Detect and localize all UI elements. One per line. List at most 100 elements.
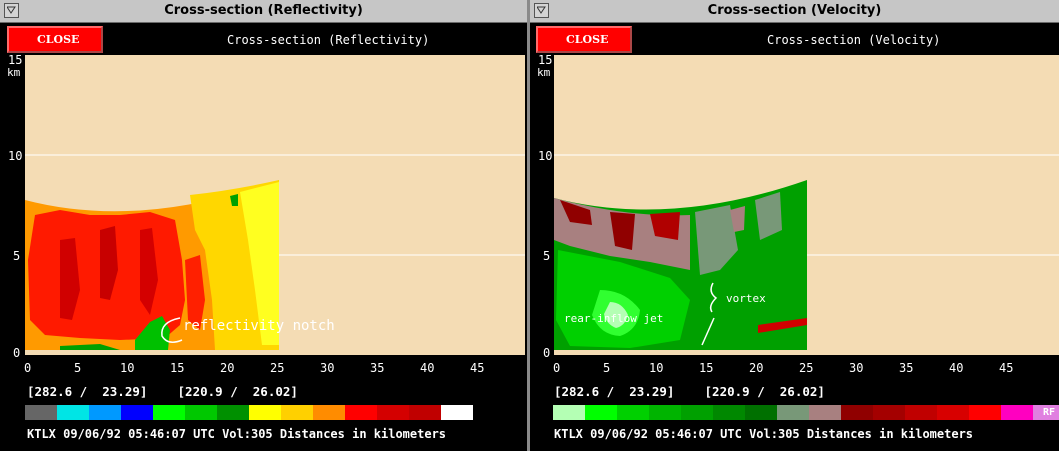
y-unit-label: km xyxy=(537,66,551,79)
color-scale-swatch xyxy=(281,405,313,420)
y-tick-0: 0 xyxy=(543,346,550,360)
window-divider xyxy=(527,0,530,451)
color-scale-swatch xyxy=(585,405,617,420)
y-tick-5: 5 xyxy=(13,249,20,263)
x-tick: 20 xyxy=(749,361,763,375)
x-tick: 10 xyxy=(649,361,663,375)
x-axis: 0 5 10 15 20 25 30 35 40 45 xyxy=(24,361,484,375)
vortex-arrow xyxy=(701,317,715,346)
x-tick: 45 xyxy=(999,361,1013,375)
vortex-annotation: vortex xyxy=(726,292,766,305)
y-tick-15: 15 xyxy=(538,53,552,67)
window-title: Cross-section (Reflectivity) xyxy=(164,3,363,18)
velocity-color-scale: RF xyxy=(553,405,1059,420)
cross-section-endpoints: [282.6 / 23.29] [220.9 / 26.02] xyxy=(27,384,298,399)
x-tick: 45 xyxy=(470,361,484,375)
color-scale-swatch xyxy=(313,405,345,420)
x-tick: 20 xyxy=(220,361,234,375)
color-scale-swatch xyxy=(905,405,937,420)
velocity-jet-peak xyxy=(604,302,628,328)
y-tick-5: 5 xyxy=(543,249,550,263)
rear-inflow-jet-annotation: rear-inflow jet xyxy=(564,312,663,325)
status-footer: KTLX 09/06/92 05:46:07 UTC Vol:305 Dista… xyxy=(27,427,447,441)
vortex-outline xyxy=(709,282,718,313)
x-tick: 0 xyxy=(553,361,560,375)
color-scale-swatch xyxy=(841,405,873,420)
y-tick-0: 0 xyxy=(13,346,20,360)
close-button[interactable]: CLOSE xyxy=(7,26,103,53)
close-button[interactable]: CLOSE xyxy=(536,26,632,53)
velocity-outbound-dark-3 xyxy=(650,212,680,240)
color-scale-swatch: RF xyxy=(1033,405,1059,420)
color-scale-swatch xyxy=(217,405,249,420)
window-title: Cross-section (Velocity) xyxy=(707,3,882,18)
reflectivity-cross-section-plot: reflectivity notch 15 km 10 5 0 0 5 10 1… xyxy=(7,53,525,375)
color-scale-swatch xyxy=(969,405,1001,420)
title-bar[interactable]: Cross-section (Reflectivity) xyxy=(0,0,527,23)
color-scale-swatch xyxy=(345,405,377,420)
color-scale-swatch xyxy=(713,405,745,420)
x-tick: 30 xyxy=(320,361,334,375)
color-scale-swatch xyxy=(649,405,681,420)
color-scale-swatch xyxy=(57,405,89,420)
velocity-cross-section-plot: vortex rear-inflow jet 15 km 10 5 0 0 5 … xyxy=(537,53,1059,375)
window-menu-icon xyxy=(537,6,546,14)
velocity-outbound-dark-2 xyxy=(610,212,635,250)
x-tick: 5 xyxy=(74,361,81,375)
x-tick: 25 xyxy=(270,361,284,375)
window-menu-icon xyxy=(7,6,16,14)
color-scale-swatch xyxy=(809,405,841,420)
reflectivity-top-green xyxy=(230,194,238,206)
title-bar[interactable]: Cross-section (Velocity) xyxy=(530,0,1059,23)
window-menu-button[interactable] xyxy=(534,3,549,18)
x-tick: 35 xyxy=(370,361,384,375)
color-scale-swatch xyxy=(121,405,153,420)
reflectivity-echo-yellow-light xyxy=(240,182,279,345)
color-scale-swatch xyxy=(441,405,473,420)
color-scale-swatch xyxy=(681,405,713,420)
x-tick: 30 xyxy=(849,361,863,375)
velocity-grey-patch xyxy=(755,192,782,240)
velocity-low-level-outbound xyxy=(758,318,807,333)
color-scale-swatch xyxy=(25,405,57,420)
color-scale-swatch xyxy=(153,405,185,420)
x-tick: 5 xyxy=(603,361,610,375)
velocity-grey-zone xyxy=(695,205,738,275)
y-tick-10: 10 xyxy=(8,149,22,163)
color-scale-swatch xyxy=(185,405,217,420)
x-axis: 0 5 10 15 20 25 30 35 40 45 xyxy=(553,361,1013,375)
reflectivity-core-dark-2 xyxy=(100,226,118,300)
reflectivity-core-dark-1 xyxy=(60,238,80,320)
velocity-outbound-dark-1 xyxy=(560,200,592,225)
x-tick: 25 xyxy=(799,361,813,375)
window-menu-button[interactable] xyxy=(4,3,19,18)
reflectivity-color-scale xyxy=(25,405,473,420)
plot-subtitle: Cross-section (Velocity) xyxy=(767,33,941,47)
reflectivity-window: Cross-section (Reflectivity) CLOSE Cross… xyxy=(0,0,527,451)
cross-section-endpoints: [282.6 / 23.29] [220.9 / 26.02] xyxy=(554,384,825,399)
color-scale-swatch xyxy=(937,405,969,420)
reflectivity-low-green xyxy=(60,344,120,350)
color-scale-swatch xyxy=(1001,405,1033,420)
x-tick: 15 xyxy=(170,361,184,375)
y-unit-label: km xyxy=(7,66,21,79)
x-tick: 15 xyxy=(699,361,713,375)
color-scale-swatch xyxy=(553,405,585,420)
x-tick: 40 xyxy=(949,361,963,375)
reflectivity-notch-green xyxy=(135,316,170,350)
x-tick: 35 xyxy=(899,361,913,375)
reflectivity-core-dark-3 xyxy=(140,228,158,315)
velocity-window: Cross-section (Velocity) CLOSE Cross-sec… xyxy=(530,0,1059,451)
color-scale-swatch xyxy=(89,405,121,420)
x-tick: 0 xyxy=(24,361,31,375)
color-scale-swatch xyxy=(409,405,441,420)
y-tick-15: 15 xyxy=(8,53,22,67)
velocity-pink-patch xyxy=(730,206,745,232)
color-scale-swatch xyxy=(249,405,281,420)
x-tick: 40 xyxy=(420,361,434,375)
color-scale-swatch xyxy=(617,405,649,420)
plot-subtitle: Cross-section (Reflectivity) xyxy=(227,33,430,47)
color-scale-swatch xyxy=(377,405,409,420)
color-scale-swatch xyxy=(777,405,809,420)
status-footer: KTLX 09/06/92 05:46:07 UTC Vol:305 Dista… xyxy=(554,427,974,441)
